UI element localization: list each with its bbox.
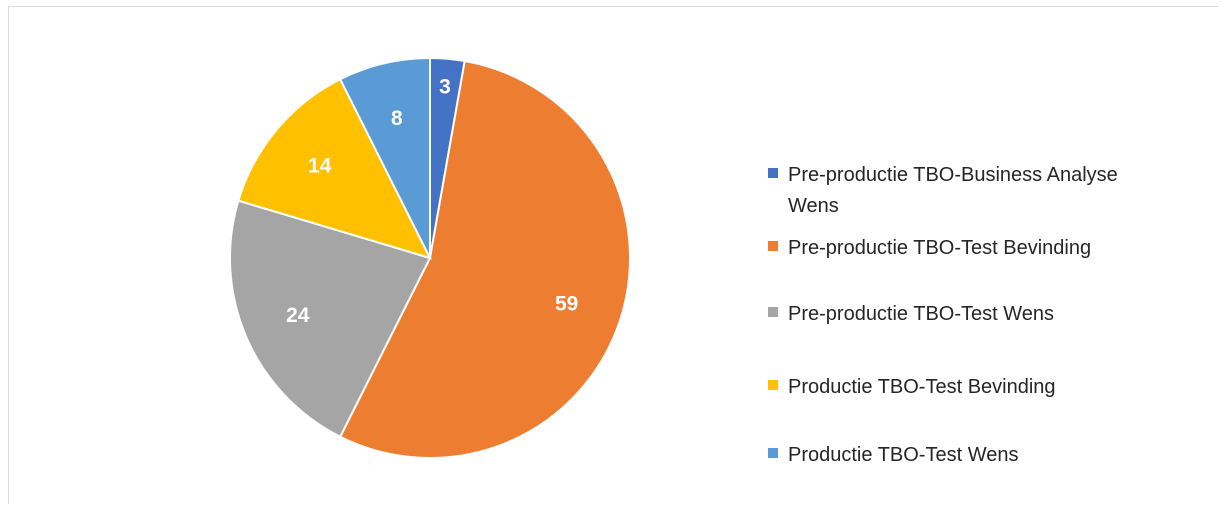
legend-item-business-analyse-wens: Pre-productie TBO-Business Analyse Wens: [768, 160, 1128, 222]
legend-swatch: [768, 168, 778, 178]
data-label: 3: [439, 76, 451, 99]
pie-slice: [237, 77, 432, 260]
pie-slice: [338, 56, 431, 259]
legend: Pre-productie TBO-Business Analyse Wens …: [768, 0, 1208, 506]
pie-slice: [338, 59, 631, 459]
legend-label: Productie TBO-Test Wens: [788, 444, 1019, 466]
legend-item-productie-test-wens: Productie TBO-Test Wens: [768, 440, 1128, 471]
data-label: 59: [555, 292, 578, 315]
legend-item-preproductie-test-bevinding: Pre-productie TBO-Test Bevinding: [768, 233, 1128, 264]
legend-label: Pre-productie TBO-Business Analyse Wens: [788, 164, 1118, 217]
legend-swatch: [768, 241, 778, 251]
legend-label: Productie TBO-Test Bevinding: [788, 376, 1056, 398]
pie-slice: [229, 199, 432, 439]
legend-swatch: [768, 380, 778, 390]
data-label: 8: [391, 107, 403, 130]
legend-swatch: [768, 448, 778, 458]
legend-item-preproductie-test-wens: Pre-productie TBO-Test Wens: [768, 299, 1128, 330]
pie-chart: 3 59 24 14 8: [229, 56, 631, 459]
legend-label: Pre-productie TBO-Test Wens: [788, 303, 1055, 325]
legend-swatch: [768, 307, 778, 317]
data-label: 24: [286, 304, 310, 327]
legend-label: Pre-productie TBO-Test Bevinding: [788, 237, 1092, 259]
chart-frame: [8, 6, 1218, 504]
data-label: 14: [308, 154, 332, 177]
legend-item-productie-test-bevinding: Productie TBO-Test Bevinding: [768, 372, 1128, 403]
